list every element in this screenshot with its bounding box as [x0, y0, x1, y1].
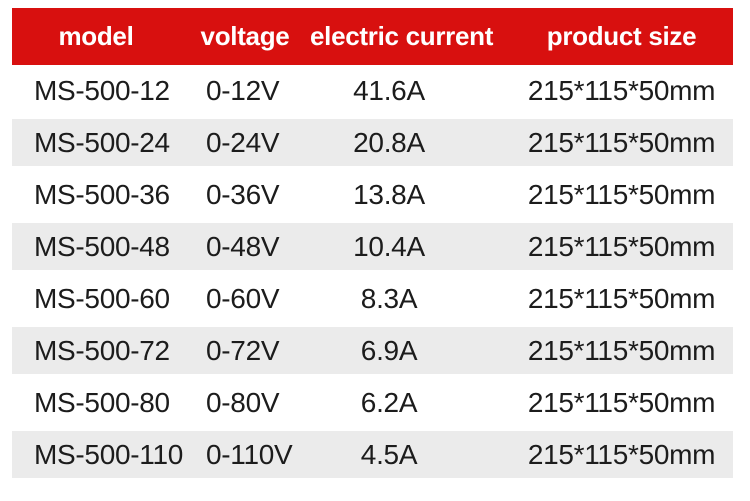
cell-model: MS-500-110: [34, 438, 184, 470]
cell-current: 10.4A: [353, 230, 425, 262]
table-row: MS-500-72 0-72V 6.9A 215*115*50mm: [12, 325, 733, 377]
cell-model: MS-500-36: [34, 179, 170, 210]
table-header-row: model voltage electric current product s…: [12, 8, 733, 65]
cell-voltage: 0-24V: [206, 126, 280, 158]
cell-voltage: 0-72V: [206, 334, 280, 366]
cell-size: 215*115*50mm: [527, 126, 716, 158]
header-size: product size: [546, 21, 697, 51]
cell-voltage: 0-36V: [206, 179, 280, 210]
cell-current: 41.6A: [353, 75, 425, 106]
table-row: MS-500-12 0-12V 41.6A 215*115*50mm: [12, 65, 733, 117]
cell-current: 8.3A: [360, 283, 418, 314]
cell-model: MS-500-80: [34, 387, 170, 418]
cell-voltage: 0-110V: [206, 438, 293, 470]
product-spec-table: model voltage electric current product s…: [12, 8, 733, 481]
table-row: MS-500-24 0-24V 20.8A 215*115*50mm: [12, 117, 733, 169]
cell-model: MS-500-48: [34, 230, 170, 262]
table-row: MS-500-36 0-36V 13.8A 215*115*50mm: [12, 169, 733, 221]
cell-model: MS-500-72: [34, 334, 170, 366]
cell-current: 13.8A: [353, 179, 425, 210]
cell-current: 6.9A: [360, 334, 418, 366]
cell-current: 20.8A: [353, 126, 425, 158]
header-model: model: [58, 21, 134, 51]
cell-size: 215*115*50mm: [527, 387, 716, 418]
table-row: MS-500-48 0-48V 10.4A 215*115*50mm: [12, 221, 733, 273]
cell-model: MS-500-12: [34, 75, 170, 106]
cell-size: 215*115*50mm: [527, 283, 716, 314]
header-current: electric current: [310, 21, 494, 51]
cell-voltage: 0-80V: [206, 387, 280, 418]
cell-voltage: 0-12V: [206, 75, 280, 106]
cell-current: 4.5A: [360, 438, 418, 470]
cell-voltage: 0-60V: [206, 283, 280, 314]
cell-current: 6.2A: [360, 387, 418, 418]
cell-model: MS-500-60: [34, 283, 170, 314]
cell-size: 215*115*50mm: [527, 75, 716, 106]
cell-size: 215*115*50mm: [527, 230, 716, 262]
table-row: MS-500-60 0-60V 8.3A 215*115*50mm: [12, 273, 733, 325]
cell-size: 215*115*50mm: [527, 179, 716, 210]
cell-model: MS-500-24: [34, 126, 170, 158]
cell-size: 215*115*50mm: [527, 334, 716, 366]
cell-size: 215*115*50mm: [527, 438, 716, 470]
header-voltage: voltage: [200, 21, 290, 51]
table-row: MS-500-80 0-80V 6.2A 215*115*50mm: [12, 377, 733, 429]
cell-voltage: 0-48V: [206, 230, 280, 262]
table-row: MS-500-110 0-110V 4.5A 215*115*50mm: [12, 429, 733, 481]
